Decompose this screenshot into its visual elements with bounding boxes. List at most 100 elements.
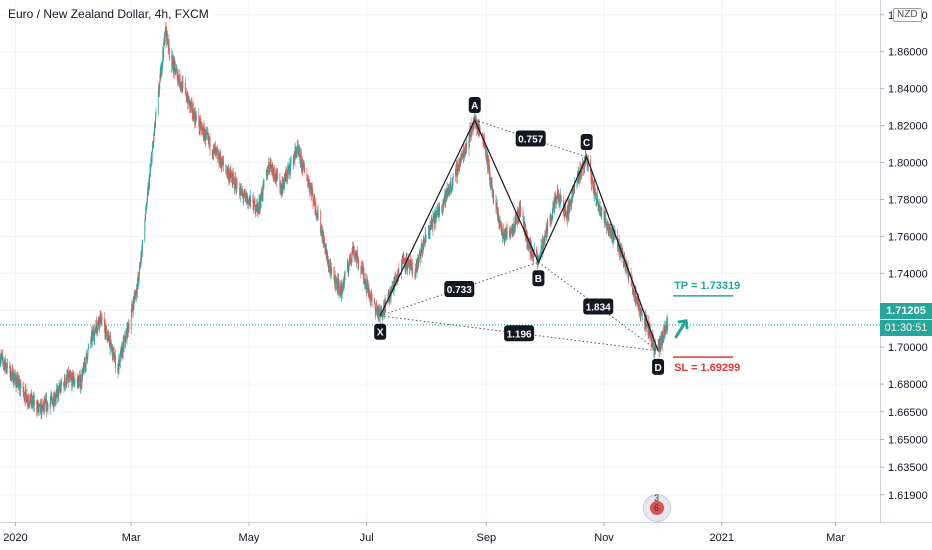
- candle-body: [644, 314, 645, 326]
- candle-body: [471, 132, 472, 134]
- candle-body: [289, 172, 291, 173]
- candle-body: [665, 327, 667, 332]
- candle-body: [241, 188, 243, 195]
- candle-body: [294, 149, 296, 160]
- candle-body: [279, 188, 281, 191]
- candle-body: [515, 218, 517, 221]
- candle-body: [630, 279, 632, 284]
- candle-body: [174, 62, 176, 64]
- economic-events-icon[interactable]: 3 6: [643, 493, 671, 522]
- candle-body: [539, 255, 541, 259]
- candle-body: [361, 271, 363, 274]
- candle-body: [331, 267, 333, 273]
- candle-body: [338, 280, 340, 294]
- candle-body: [253, 199, 255, 200]
- candle-body: [139, 266, 140, 269]
- candle-body: [113, 350, 115, 352]
- candle-body: [256, 204, 258, 207]
- candle-body: [590, 175, 592, 184]
- ratio-label: 1.834: [586, 303, 611, 314]
- candle-body: [203, 128, 205, 139]
- candle-body: [597, 202, 599, 206]
- candle-body: [352, 246, 354, 253]
- candle-body: [152, 143, 154, 146]
- last-price-tag: 1.71205: [880, 303, 932, 319]
- candle-body: [52, 401, 54, 405]
- candle-body: [607, 224, 609, 233]
- candle-body: [541, 240, 543, 254]
- candle-body: [484, 143, 486, 147]
- candle-body: [601, 207, 603, 216]
- candle-body: [410, 261, 411, 270]
- candle-body: [185, 90, 187, 99]
- candle-body: [396, 277, 398, 281]
- candle-body: [177, 74, 179, 80]
- candle-body: [334, 279, 336, 285]
- candle-body: [363, 269, 364, 278]
- candle-body: [269, 162, 271, 169]
- x-tick-label: Mar: [826, 532, 845, 544]
- candle-body: [451, 187, 453, 189]
- candle-body: [504, 232, 506, 242]
- candle-body: [231, 177, 233, 182]
- candle-body: [447, 191, 449, 195]
- candle-body: [46, 403, 48, 409]
- candle-body: [380, 308, 382, 314]
- candle-body: [38, 407, 39, 409]
- candle-body: [329, 265, 331, 275]
- candle-body: [437, 209, 439, 216]
- candle-body: [572, 193, 573, 198]
- candle-body: [141, 255, 142, 260]
- candle-body: [277, 173, 278, 179]
- candle-body: [161, 65, 162, 74]
- candle-body: [421, 245, 423, 252]
- candle-body: [563, 204, 565, 214]
- candle-body: [559, 197, 561, 206]
- currency-badge[interactable]: NZD: [893, 8, 922, 22]
- candle-body: [223, 161, 224, 165]
- candle-body: [178, 76, 180, 80]
- candle-body: [584, 159, 586, 167]
- candle-body: [26, 395, 28, 403]
- candle-body: [243, 197, 244, 199]
- candle-body: [258, 206, 259, 210]
- candle-body: [539, 255, 541, 257]
- candle-body: [24, 397, 25, 400]
- candle-body: [60, 382, 62, 392]
- candle-body: [506, 226, 508, 231]
- candle-body: [1, 356, 3, 358]
- candle-body: [496, 202, 498, 207]
- candle-body: [168, 39, 170, 47]
- candle-body: [98, 318, 100, 324]
- candle-body: [361, 266, 362, 274]
- candle-body: [303, 162, 305, 168]
- candle-body: [502, 236, 504, 237]
- stop-loss-label: SL = 1.69299: [674, 362, 740, 374]
- candle-body: [74, 380, 76, 383]
- candle-body: [325, 246, 326, 249]
- candle-body: [118, 362, 120, 371]
- candle-body: [104, 328, 106, 335]
- candle-body: [212, 153, 214, 156]
- candle-body: [340, 292, 342, 295]
- candle-body: [146, 206, 148, 209]
- candle-body: [532, 250, 534, 258]
- candle-body: [497, 213, 499, 219]
- candle-body: [138, 275, 140, 280]
- candle-body: [473, 118, 475, 121]
- candle-body: [220, 162, 222, 164]
- candle-body: [531, 246, 533, 253]
- candle-body: [172, 58, 174, 70]
- candle-body: [108, 334, 110, 342]
- candle-body: [275, 172, 277, 179]
- harmonic-pattern-legs: [379, 118, 659, 352]
- candle-body: [115, 355, 116, 369]
- pattern-point-marker: [580, 133, 593, 150]
- candle-body: [594, 188, 596, 192]
- candle-body: [17, 377, 19, 388]
- candle-body: [353, 253, 355, 257]
- candle-body: [499, 223, 500, 225]
- candle-body: [644, 317, 646, 326]
